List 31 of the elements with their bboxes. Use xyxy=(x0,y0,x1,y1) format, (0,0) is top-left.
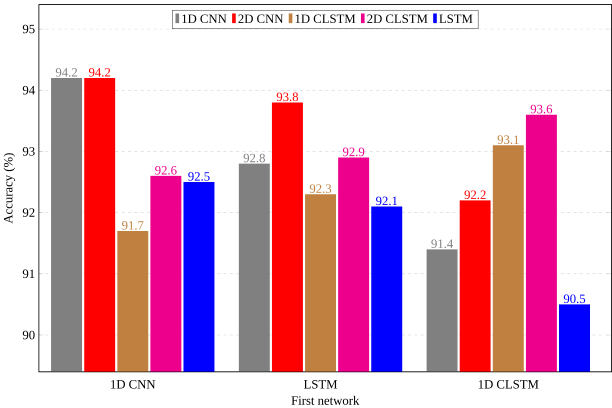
y-tick-label: 94 xyxy=(22,86,35,94)
y-tick-label: 92 xyxy=(22,208,34,217)
data-label: 94.2 xyxy=(88,68,110,77)
y-tick-label: 90 xyxy=(22,330,35,340)
x-tick-label: LSTM xyxy=(304,380,338,388)
y-tick-label: 95 xyxy=(22,24,35,34)
legend-label: 2D CNN xyxy=(238,14,284,23)
x-tick-label: 1D CNN xyxy=(111,380,156,388)
legend-label: 1D CLSTM xyxy=(296,14,356,23)
legend-label: 1D CNN xyxy=(182,14,226,23)
legend-label: LSTM xyxy=(439,14,472,23)
legend-label: 2D CLSTM xyxy=(367,14,428,23)
data-label: 93.6 xyxy=(530,104,552,114)
data-label: 92.2 xyxy=(464,190,486,199)
data-label: 91.7 xyxy=(122,220,144,230)
data-label: 92.9 xyxy=(342,147,364,156)
data-label: 92.5 xyxy=(188,172,210,181)
y-tick-label: 91 xyxy=(22,269,34,278)
data-label: 93.8 xyxy=(276,92,298,102)
data-label: 92.6 xyxy=(155,166,177,174)
x-axis-title: First network xyxy=(291,396,360,405)
data-label: 93.1 xyxy=(498,135,519,144)
y-tick-label: 93 xyxy=(22,146,35,156)
data-label: 90.5 xyxy=(564,294,586,303)
data-label: 94.2 xyxy=(56,68,77,77)
data-label: 92.8 xyxy=(244,154,265,162)
x-tick-label: 1D CLSTM xyxy=(478,380,538,388)
y-axis-title: Accuracy (%) xyxy=(4,153,16,224)
data-label: 92.1 xyxy=(376,196,398,206)
data-label: 92.3 xyxy=(310,184,332,193)
data-label: 91.4 xyxy=(431,239,454,248)
